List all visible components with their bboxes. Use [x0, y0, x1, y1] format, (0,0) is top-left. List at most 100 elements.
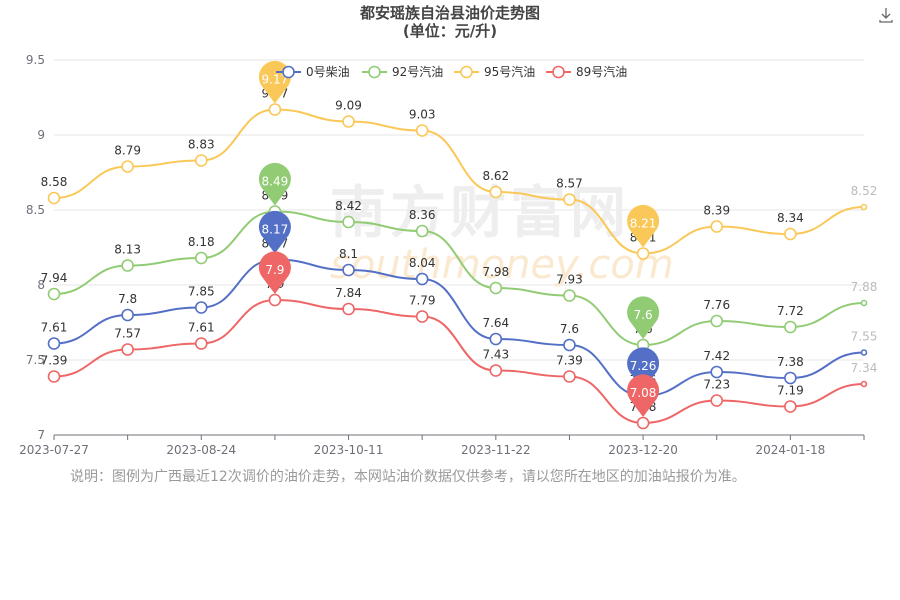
x-tick-label: 2023-07-27: [19, 443, 89, 457]
data-label: 7.61: [188, 321, 215, 335]
data-point[interactable]: [121, 308, 134, 322]
data-point[interactable]: [47, 191, 61, 205]
data-point[interactable]: [636, 247, 650, 260]
data-point[interactable]: [194, 251, 208, 265]
data-point[interactable]: [563, 370, 576, 383]
data-point[interactable]: [860, 349, 868, 356]
pin-marker: 8.21: [627, 204, 660, 248]
pin-label: 7.08: [630, 386, 657, 400]
footnote: 说明：图例为广西最近12次调价的油价走势，本网站油价数据仅供参考，请以您所在地区…: [70, 469, 746, 485]
data-point[interactable]: [121, 160, 134, 173]
x-tick-label: 2023-12-20: [608, 443, 678, 457]
data-point[interactable]: [860, 299, 868, 307]
legend-item-1[interactable]: 92号汽油: [362, 64, 443, 79]
pin-label: 7.9: [265, 263, 284, 277]
data-point[interactable]: [342, 215, 355, 229]
data-label: 7.39: [41, 354, 68, 368]
axes: 7 7.5 8 8.5 9 9.5 2023-07-27 2023-08-24 2023-10-…: [19, 53, 865, 457]
data-point[interactable]: [489, 185, 503, 199]
legend-item-3[interactable]: 89号汽油: [546, 64, 627, 79]
legend-label: 0号柴油: [306, 65, 350, 79]
legend-marker: [282, 65, 295, 79]
data-point[interactable]: [784, 400, 797, 413]
data-point[interactable]: [563, 193, 576, 206]
data-label: 8.34: [777, 211, 804, 225]
data-label: 7.64: [482, 316, 509, 330]
pin-shape: [258, 251, 291, 294]
data-label: 7.72: [777, 304, 804, 318]
data-point[interactable]: [342, 263, 355, 277]
data-label: 8.52: [851, 184, 878, 198]
x-tick-label: 2023-10-11: [314, 443, 384, 457]
data-point[interactable]: [268, 103, 282, 116]
data-label: 9.09: [335, 99, 362, 113]
pin-label: 7.26: [630, 359, 657, 373]
data-point[interactable]: [563, 289, 576, 302]
pin-label: 9.17: [262, 73, 289, 87]
data-label: 7.61: [41, 321, 68, 335]
download-icon[interactable]: [877, 6, 895, 24]
data-point[interactable]: [47, 287, 61, 301]
data-point[interactable]: [710, 394, 724, 407]
data-point[interactable]: [121, 259, 134, 272]
x-tick-label: 2023-08-24: [166, 443, 236, 457]
pin-shape: [258, 210, 291, 254]
data-point[interactable]: [563, 338, 576, 352]
data-label: 8.39: [703, 204, 730, 218]
data-point[interactable]: [194, 301, 208, 314]
pin-shape: [627, 347, 660, 390]
y-tick-label: 7.5: [26, 353, 45, 367]
data-label: 8.1: [339, 247, 358, 261]
pin-label: 8.21: [630, 217, 657, 231]
data-point[interactable]: [415, 124, 429, 137]
data-point[interactable]: [415, 272, 429, 286]
data-point[interactable]: [268, 293, 282, 307]
data-point[interactable]: [194, 154, 208, 167]
pin-shape: [258, 162, 291, 206]
data-point[interactable]: [489, 332, 503, 346]
data-label: 7.42: [703, 349, 730, 363]
data-point[interactable]: [860, 380, 868, 388]
data-label: 7.23: [703, 378, 730, 392]
data-label: 7.19: [777, 384, 804, 398]
data-point[interactable]: [784, 320, 797, 334]
data-point[interactable]: [194, 337, 208, 350]
data-point[interactable]: [489, 364, 503, 377]
legend-item-2[interactable]: 95号汽油: [454, 64, 535, 79]
legend-label: 92号汽油: [392, 64, 443, 79]
data-point[interactable]: [415, 310, 429, 323]
data-label: 8.42: [335, 199, 362, 213]
data-point[interactable]: [860, 203, 868, 211]
legend-item-0[interactable]: 0号柴油: [276, 65, 350, 79]
data-point[interactable]: [784, 227, 797, 241]
legend-marker: [368, 65, 381, 79]
pin-marker: 7.9: [258, 251, 291, 294]
legend-label: 95号汽油: [484, 64, 535, 79]
data-point[interactable]: [47, 337, 61, 350]
pin-label: 8.17: [262, 223, 289, 237]
chart-title: 都安瑶族自治县油价走势图: [359, 4, 540, 22]
data-point[interactable]: [784, 371, 797, 385]
pin-shape: [627, 374, 660, 417]
data-point[interactable]: [342, 115, 355, 128]
data-point[interactable]: [47, 370, 61, 383]
data-point[interactable]: [489, 281, 503, 295]
data-label: 8.04: [409, 256, 436, 270]
legend-marker: [460, 65, 473, 79]
data-point[interactable]: [710, 314, 724, 328]
data-label: 7.34: [851, 361, 878, 375]
data-point[interactable]: [415, 224, 429, 238]
pin-marker: 8.49: [258, 162, 291, 206]
data-label: 7.79: [409, 294, 436, 308]
data-label: 7.84: [335, 286, 362, 300]
x-tick-label: 2023-11-22: [461, 443, 531, 457]
data-point[interactable]: [710, 365, 724, 379]
data-point[interactable]: [121, 343, 134, 356]
data-point[interactable]: [710, 220, 724, 233]
data-point[interactable]: [342, 302, 355, 316]
watermark-text: 南方财富网: [330, 181, 630, 246]
data-label: 7.98: [482, 265, 509, 279]
data-point[interactable]: [636, 416, 650, 430]
pin-shape: [627, 296, 660, 339]
